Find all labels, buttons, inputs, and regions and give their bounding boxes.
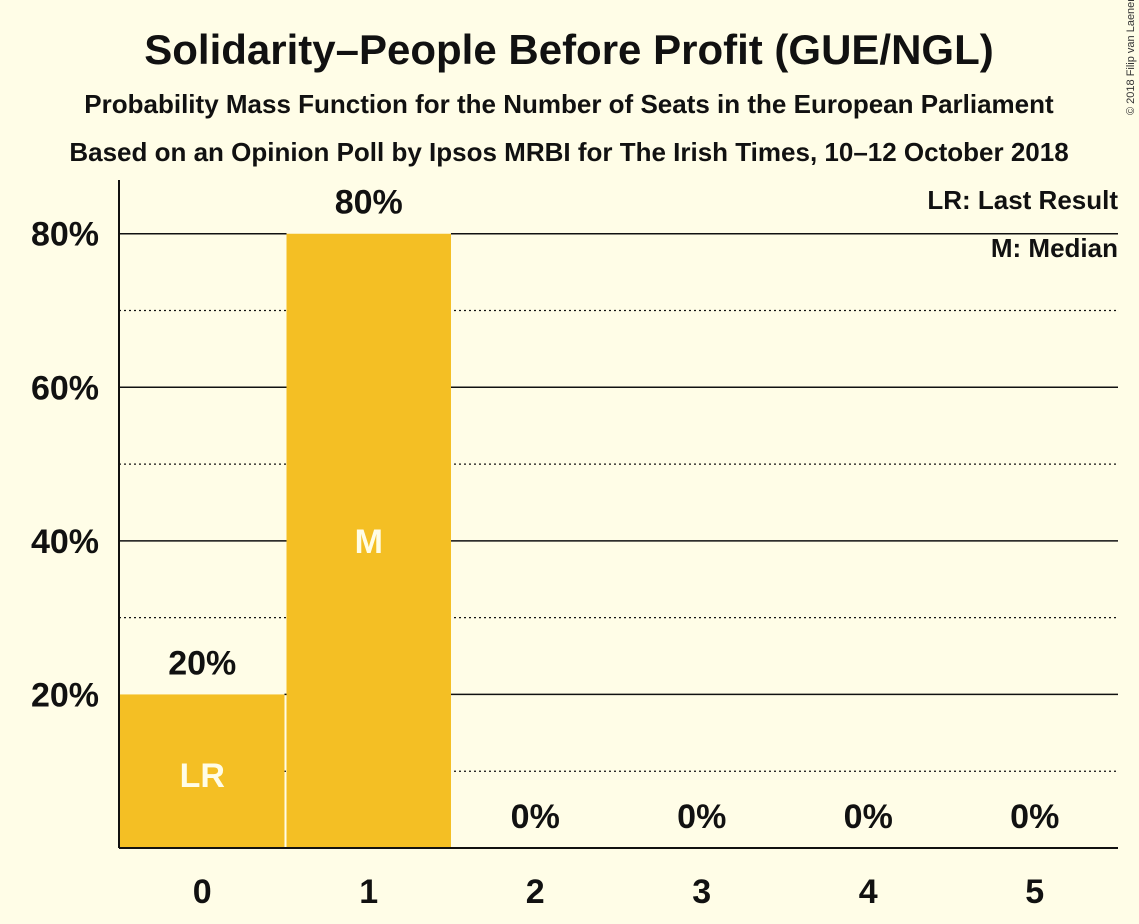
data-label: 80%	[335, 184, 403, 222]
bars	[120, 232, 451, 848]
chart-subtitle-2: Based on an Opinion Poll by Ipsos MRBI f…	[69, 137, 1068, 167]
gridlines	[119, 232, 1118, 772]
data-label: 0%	[1010, 798, 1059, 836]
chart-subtitle: Probability Mass Function for the Number…	[84, 89, 1054, 119]
bar	[286, 233, 451, 848]
x-tick-label: 4	[859, 873, 878, 911]
x-tick-label: 2	[526, 873, 545, 911]
median-marker: M	[355, 523, 383, 561]
data-label: 20%	[168, 644, 236, 682]
x-tick-label: 5	[1025, 873, 1044, 911]
data-label: 0%	[677, 798, 726, 836]
axes: 20% 40% 60% 80%	[31, 180, 1118, 849]
legend: LR: Last Result M: Median	[927, 185, 1118, 263]
last-result-marker: LR	[180, 757, 225, 795]
data-label: 0%	[844, 798, 893, 836]
data-label: 0%	[511, 798, 560, 836]
y-tick-label: 80%	[31, 216, 99, 254]
y-tick-label: 60%	[31, 369, 99, 407]
y-tick-label: 40%	[31, 523, 99, 561]
x-tick-label: 3	[692, 873, 711, 911]
x-tick-label: 0	[193, 873, 212, 911]
chart-title: Solidarity–People Before Profit (GUE/NGL…	[144, 26, 993, 73]
bar	[120, 694, 285, 848]
legend-entry: M: Median	[991, 233, 1118, 263]
x-tick-label: 1	[359, 873, 378, 911]
copyright-text: © 2018 Filip van Laenen	[1125, 0, 1137, 115]
legend-entry: LR: Last Result	[927, 185, 1118, 215]
y-tick-label: 20%	[31, 676, 99, 714]
